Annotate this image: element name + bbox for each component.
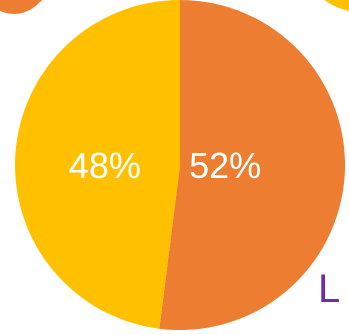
pie-slice-1	[159, 0, 345, 330]
pie-slice-2	[15, 0, 180, 329]
pie-chart: 52% 48%	[15, 0, 345, 330]
neighbor-discs	[0, 0, 349, 14]
neighbor-disc-left	[0, 0, 43, 14]
slice-label-1: 52%	[189, 145, 261, 186]
neighbor-disc-right	[324, 0, 349, 11]
slice-label-2: 48%	[69, 145, 141, 186]
edge-text: L	[318, 267, 340, 311]
